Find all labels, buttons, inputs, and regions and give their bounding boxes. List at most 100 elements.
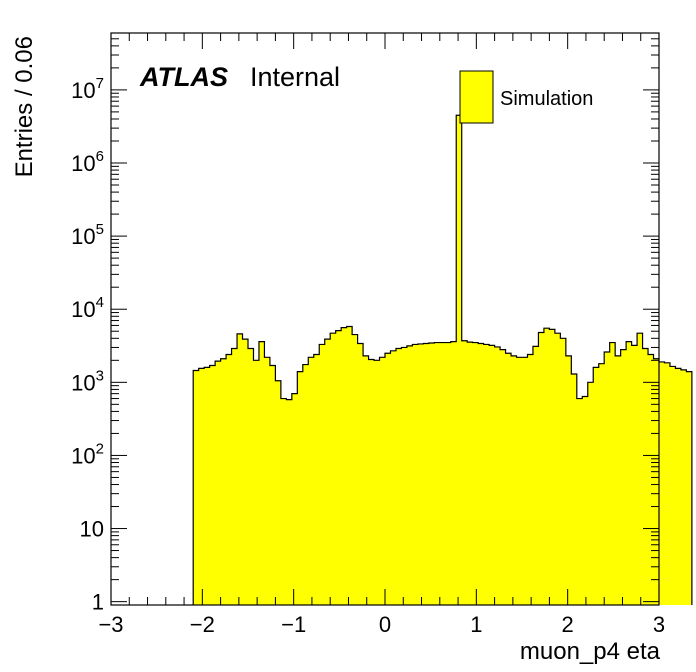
histogram-bar: [587, 382, 594, 605]
histogram-bar: [642, 348, 649, 605]
histogram-bar: [335, 330, 342, 605]
histogram-bar: [308, 357, 315, 605]
histogram-bar: [395, 348, 402, 605]
x-tick-label: −1: [281, 612, 306, 637]
legend: Simulation: [459, 70, 593, 124]
histogram-bar: [374, 360, 380, 605]
x-axis-ticks: [110, 33, 660, 605]
histogram-bar: [511, 355, 517, 605]
histogram-bar: [330, 333, 337, 605]
histogram-bar: [664, 362, 671, 605]
histogram-bar: [686, 371, 693, 605]
histogram-bar: [286, 399, 293, 605]
y-tick-label: 105: [71, 221, 104, 249]
histogram-bar: [264, 357, 271, 605]
x-tick-labels: −3 −2 −1 0 1 2 3: [98, 612, 665, 637]
histogram-bar: [467, 342, 474, 605]
histogram-bar: [500, 349, 506, 605]
histogram-outline: [192, 114, 693, 605]
x-axis-title: muon_p4 eta: [520, 638, 661, 665]
histogram-bar: [209, 365, 216, 605]
histogram-bar: [423, 343, 430, 605]
histogram-bar: [363, 355, 369, 605]
x-tick-label: −2: [190, 612, 215, 637]
histogram-bar: [253, 360, 260, 605]
histogram-bar: [593, 367, 600, 605]
x-tick-label: 3: [653, 612, 665, 637]
x-tick-label: 1: [470, 612, 482, 637]
histogram-bar: [582, 396, 589, 605]
histogram-bar: [494, 346, 501, 605]
histogram-bar: [648, 354, 654, 605]
histogram-bar: [237, 333, 243, 605]
histogram-bar: [631, 345, 638, 605]
histogram-bars: [192, 114, 693, 606]
x-tick-label: −3: [98, 612, 123, 637]
histogram-bar: [258, 341, 265, 605]
histogram-bar: [560, 338, 567, 605]
histogram-bar: [565, 355, 572, 605]
histogram-bar: [522, 357, 528, 605]
histogram-bar: [483, 344, 490, 605]
histogram-bar: [324, 339, 331, 605]
histogram-bar: [269, 365, 276, 605]
legend-entry: Simulation: [500, 88, 593, 110]
histogram-bar: [549, 329, 556, 605]
y-axis-ticks: [111, 32, 659, 603]
histogram-bar: [604, 351, 611, 605]
histogram-bar: [615, 355, 622, 605]
x-tick-label: 0: [379, 612, 391, 637]
histogram-bar: [417, 343, 424, 605]
histogram-bar: [675, 368, 682, 605]
histogram-bar: [352, 334, 358, 605]
y-tick-label: 103: [71, 367, 104, 395]
y-tick-label: 102: [71, 440, 104, 468]
histogram-bar: [472, 342, 479, 605]
histogram-bar: [659, 361, 665, 605]
histogram-bar: [319, 344, 326, 605]
histogram-bar: [428, 343, 435, 605]
histogram-bar: [346, 326, 353, 605]
histogram-bar: [532, 346, 539, 605]
histogram-bar: [297, 371, 304, 605]
histogram-bar: [198, 368, 205, 605]
y-tick-label: 104: [71, 294, 104, 322]
histogram-bar: [357, 343, 364, 605]
y-tick-labels: 1 10 102 103 104 105 106 107: [71, 75, 104, 615]
histogram-bar: [313, 354, 320, 605]
histogram-bar: [669, 366, 676, 605]
histogram-bar: [248, 348, 254, 605]
histogram-bar: [445, 342, 452, 605]
histogram-bar: [379, 357, 386, 605]
histogram-bar: [406, 345, 413, 605]
histogram-bar: [401, 347, 408, 605]
histogram-bar: [302, 364, 309, 605]
histogram-bar: [385, 353, 391, 605]
histogram-bar: [680, 369, 687, 605]
histogram-bar: [620, 349, 627, 605]
legend-swatch: [459, 70, 494, 124]
histogram-bar: [538, 332, 545, 605]
histogram-bar: [280, 398, 287, 605]
histogram-bar: [215, 361, 221, 605]
y-tick-label: 106: [71, 148, 104, 176]
atlas-label: ATLAS: [139, 62, 228, 92]
histogram-bar: [637, 333, 643, 605]
histogram-bar: [204, 367, 211, 605]
y-tick-label: 107: [71, 75, 104, 103]
histogram-bar: [291, 393, 298, 605]
histogram-bar: [478, 343, 485, 605]
y-tick-label: 1: [92, 590, 104, 615]
histogram-bar: [226, 354, 232, 605]
histogram-bar: [527, 354, 534, 605]
histogram-bar: [434, 342, 441, 605]
histogram-bar: [450, 341, 457, 605]
histogram-bar: [275, 380, 282, 605]
histogram-bar: [439, 342, 446, 605]
atlas-sublabel: Internal: [250, 62, 340, 92]
histogram-bar: [609, 342, 616, 605]
y-axis-title: Entries / 0.06: [11, 36, 38, 177]
histogram-bar: [571, 373, 578, 605]
histogram-bar: [193, 370, 200, 605]
